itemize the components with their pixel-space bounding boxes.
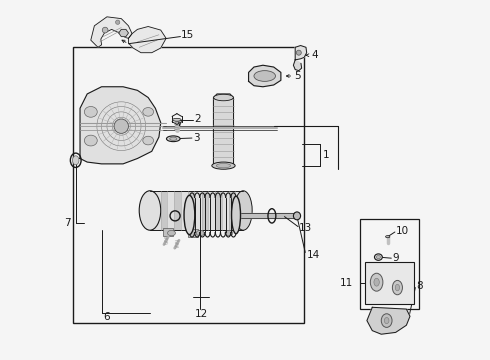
Bar (215, 191, 221, 230)
Ellipse shape (167, 136, 180, 141)
Polygon shape (80, 87, 161, 164)
Text: 11: 11 (340, 278, 353, 288)
Ellipse shape (168, 230, 175, 236)
Text: 13: 13 (299, 224, 312, 233)
Bar (188, 191, 195, 230)
Ellipse shape (232, 196, 241, 234)
Polygon shape (214, 94, 234, 166)
Ellipse shape (143, 108, 153, 116)
Ellipse shape (84, 135, 97, 146)
Text: 12: 12 (195, 310, 208, 319)
Bar (174, 191, 181, 230)
Text: 5: 5 (294, 71, 301, 81)
Ellipse shape (172, 118, 181, 121)
Bar (73, 47, 304, 323)
Text: 7: 7 (65, 218, 71, 228)
Bar (163, 228, 173, 235)
Ellipse shape (84, 107, 97, 117)
Ellipse shape (73, 156, 79, 165)
Bar (150, 191, 243, 230)
Ellipse shape (139, 191, 161, 230)
Ellipse shape (254, 71, 275, 81)
Ellipse shape (386, 235, 390, 238)
Ellipse shape (225, 230, 233, 236)
Ellipse shape (184, 195, 195, 235)
Text: 10: 10 (395, 226, 409, 236)
Text: 1: 1 (323, 150, 330, 160)
Ellipse shape (395, 284, 399, 291)
Polygon shape (128, 27, 166, 53)
Ellipse shape (381, 314, 392, 327)
Bar (188, 229, 198, 237)
Ellipse shape (214, 94, 233, 101)
Ellipse shape (234, 191, 252, 230)
Polygon shape (294, 60, 302, 71)
Circle shape (114, 119, 128, 134)
Text: 2: 2 (194, 114, 201, 124)
Circle shape (296, 50, 301, 55)
Bar (201, 191, 208, 230)
Ellipse shape (376, 256, 380, 259)
Polygon shape (295, 45, 307, 60)
Text: 15: 15 (181, 31, 195, 40)
Ellipse shape (216, 163, 231, 168)
Bar (360, 220, 419, 309)
Bar (161, 191, 167, 230)
Bar (229, 191, 235, 230)
Bar (365, 262, 414, 304)
Ellipse shape (212, 162, 235, 169)
Ellipse shape (374, 278, 379, 286)
Polygon shape (119, 30, 128, 37)
Text: 3: 3 (193, 133, 199, 143)
Circle shape (102, 27, 108, 33)
Text: 4: 4 (311, 50, 318, 60)
Circle shape (116, 20, 120, 24)
Text: 9: 9 (393, 253, 399, 263)
Text: 8: 8 (416, 281, 423, 291)
Text: 6: 6 (103, 312, 110, 322)
Ellipse shape (143, 136, 153, 145)
Text: 14: 14 (307, 250, 320, 260)
Polygon shape (248, 65, 281, 87)
Ellipse shape (384, 318, 389, 324)
Ellipse shape (392, 280, 402, 295)
Ellipse shape (294, 212, 300, 220)
Ellipse shape (370, 273, 383, 291)
Ellipse shape (170, 137, 177, 140)
Ellipse shape (196, 230, 204, 236)
Polygon shape (367, 307, 410, 334)
Ellipse shape (374, 254, 382, 260)
Polygon shape (91, 17, 132, 47)
